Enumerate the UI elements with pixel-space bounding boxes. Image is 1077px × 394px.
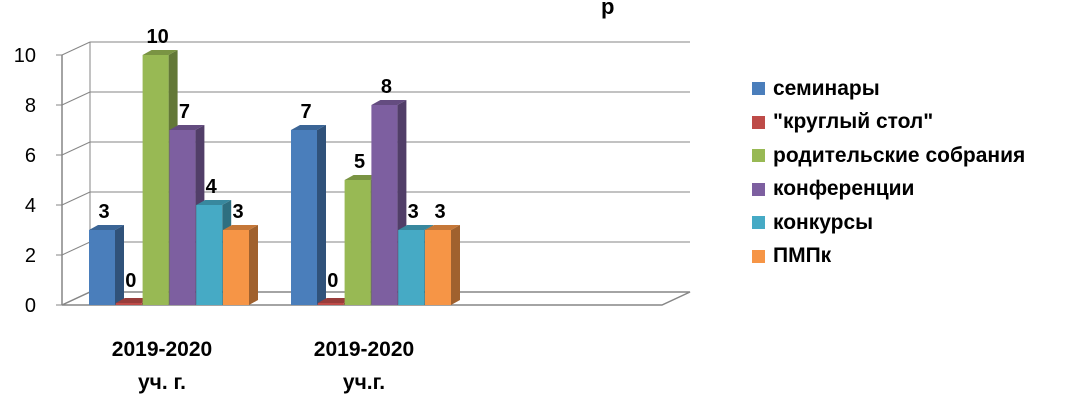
side-gridline	[61, 241, 91, 256]
bar-side	[249, 225, 258, 305]
bar	[89, 230, 115, 305]
bar-top	[425, 225, 460, 230]
legend-label: конкурсы	[773, 210, 874, 234]
data-label: 3	[408, 201, 419, 223]
side-gridline	[61, 141, 91, 156]
legend-swatch	[752, 115, 765, 129]
legend-item: "круглый стол"	[752, 106, 1072, 140]
bar-side	[317, 125, 326, 305]
chart-floor	[61, 291, 691, 306]
legend-label: родительские собрания	[773, 143, 1026, 167]
bar-top	[317, 298, 353, 303]
legend-item: семинары	[752, 72, 1072, 106]
bar	[398, 230, 425, 305]
side-gridline	[61, 191, 91, 206]
bar	[425, 230, 451, 305]
bar-top	[371, 100, 407, 105]
bar-top	[89, 225, 124, 230]
y-tick-label: 6	[25, 145, 36, 167]
bar	[223, 230, 249, 305]
chart-title-fragment: р	[601, 0, 614, 19]
x-category-label: уч.г.	[343, 371, 385, 394]
data-label: 0	[327, 270, 338, 292]
bar-top	[142, 50, 178, 55]
legend-label: конференции	[773, 177, 915, 201]
bar	[371, 105, 398, 305]
legend-label: ПМПк	[773, 244, 832, 268]
side-gridline	[61, 91, 91, 106]
data-label: 7	[179, 101, 190, 123]
legend-swatch	[752, 182, 765, 196]
bar-top	[291, 125, 326, 130]
bar-top	[223, 225, 258, 230]
bar	[169, 130, 196, 305]
bar-top	[398, 225, 434, 230]
bar	[115, 303, 142, 305]
legend-item: ПМПк	[752, 240, 1072, 274]
y-tick-label: 4	[25, 195, 36, 217]
data-label: 5	[354, 151, 365, 173]
y-tick-label: 8	[25, 95, 36, 117]
bar	[291, 130, 317, 305]
legend-label: "круглый стол"	[773, 110, 934, 134]
bar-top	[115, 298, 151, 303]
side-gridline	[61, 41, 91, 56]
bar-top	[344, 175, 380, 180]
legend-item: конференции	[752, 173, 1072, 207]
legend-item: родительские собрания	[752, 139, 1072, 173]
bar-side	[115, 225, 124, 305]
legend-swatch	[752, 149, 765, 163]
data-label: 8	[381, 76, 392, 98]
x-category-label: уч. г.	[138, 371, 186, 394]
data-label: 4	[206, 176, 218, 198]
bar	[196, 205, 223, 305]
data-label: 7	[300, 101, 311, 123]
bar	[142, 55, 169, 305]
x-category-label: 2019-2020	[112, 338, 212, 361]
bar-top	[196, 200, 232, 205]
y-tick-label: 10	[14, 45, 36, 67]
data-label: 3	[98, 201, 109, 223]
data-label: 0	[125, 270, 136, 292]
bar-top	[169, 125, 205, 130]
legend-swatch	[752, 216, 765, 230]
data-label: 10	[146, 26, 168, 48]
bar	[317, 303, 344, 305]
y-tick-label: 0	[25, 295, 36, 317]
bar-side	[451, 225, 460, 305]
x-category-label: 2019-2020	[314, 338, 414, 361]
y-tick-label: 2	[25, 245, 36, 267]
bar	[344, 180, 371, 305]
legend-item: конкурсы	[752, 206, 1072, 240]
data-label: 3	[434, 201, 445, 223]
legend-swatch	[752, 82, 765, 96]
data-label: 3	[232, 201, 243, 223]
legend-swatch	[752, 249, 765, 263]
legend: семинары "круглый стол" родительские собра…	[752, 72, 1072, 273]
legend-label: семинары	[773, 76, 880, 100]
